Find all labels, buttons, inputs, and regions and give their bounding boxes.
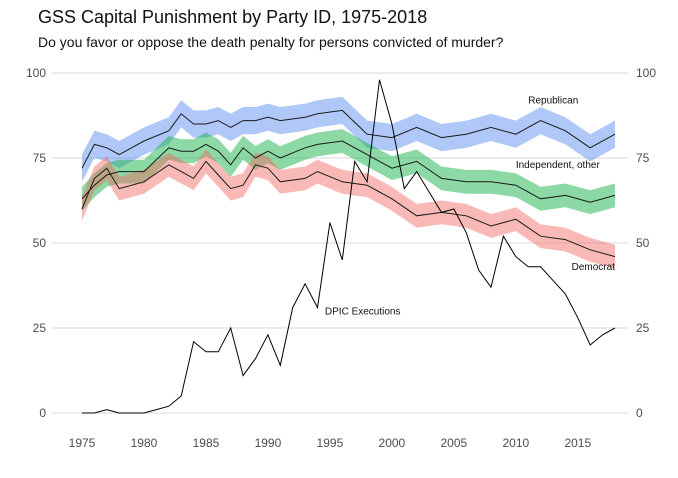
x-tick-1980: 1980: [131, 436, 158, 450]
y-tick-right-75: 75: [636, 151, 650, 165]
series-label-0: Republican: [528, 96, 578, 107]
x-tick-2015: 2015: [564, 436, 591, 450]
y-tick-left-25: 25: [33, 321, 47, 335]
chart-subtitle: Do you favor or oppose the death penalty…: [38, 34, 504, 50]
band-0: [82, 96, 615, 182]
y-tick-left-100: 100: [26, 66, 46, 80]
y-tick-left-75: 75: [33, 151, 47, 165]
series-label-1: Independent, other: [516, 160, 601, 171]
series-line-2: [81, 160, 616, 258]
y-tick-right-0: 0: [636, 406, 643, 420]
x-tick-2010: 2010: [502, 436, 529, 450]
series-lines: [81, 109, 616, 258]
y-tick-right-100: 100: [636, 66, 656, 80]
y-tick-right-50: 50: [636, 236, 650, 250]
chart-title: GSS Capital Punishment by Party ID, 1975…: [38, 7, 428, 27]
y-tick-right-25: 25: [636, 321, 650, 335]
band-2: [82, 149, 615, 269]
axis-ticks: 0 0 25 25 50 50 75 75 100 100 1975 1980 1985 1990 1995…: [26, 66, 656, 450]
executions-label: DPIC Executions: [325, 306, 401, 317]
x-tick-1990: 1990: [255, 436, 282, 450]
y-tick-left-0: 0: [39, 406, 46, 420]
series-labels: Republican Independent, other Democrat DPIC…: [325, 96, 615, 318]
series-line-1: [81, 140, 616, 203]
x-tick-1985: 1985: [193, 436, 220, 450]
executions-path: [82, 79, 616, 414]
series-label-2: Democrat: [572, 262, 616, 273]
x-tick-1975: 1975: [69, 436, 96, 450]
x-tick-1995: 1995: [317, 436, 344, 450]
executions-line: [82, 79, 616, 414]
y-tick-left-50: 50: [33, 236, 47, 250]
series-line-0: [81, 109, 616, 169]
confidence-bands: [82, 96, 615, 269]
band-1: [82, 129, 615, 215]
x-tick-2005: 2005: [441, 436, 468, 450]
x-tick-2000: 2000: [379, 436, 406, 450]
